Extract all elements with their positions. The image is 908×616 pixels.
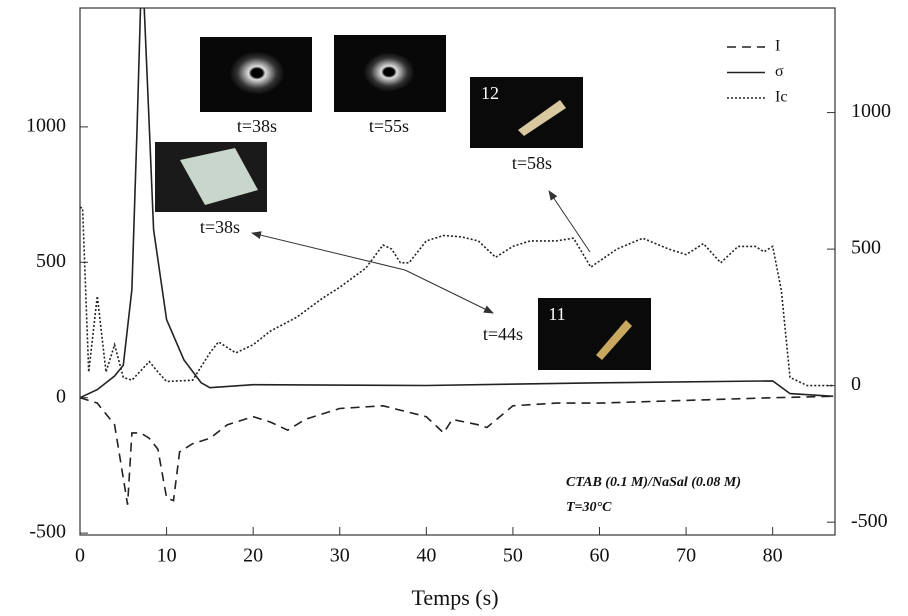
legend-label: Ic <box>775 89 787 106</box>
y2-tick-label: 500 <box>851 237 881 259</box>
annotation: t=38s <box>200 217 240 237</box>
annotation: 11 <box>548 304 565 324</box>
annotation: t=38s <box>237 116 277 136</box>
x-tick-label: 60 <box>589 545 609 567</box>
arrow <box>404 269 494 314</box>
y2-tick-label: 1000 <box>851 100 891 122</box>
inset-image <box>518 100 566 136</box>
annotation: T=30°C <box>566 500 612 515</box>
y-tick-label: 1000 <box>26 114 66 136</box>
x-tick-label: 10 <box>157 545 177 567</box>
inset-image <box>596 320 632 360</box>
annotation: CTAB (0.1 M)/NaSal (0.08 M) <box>566 475 741 490</box>
inset-image <box>538 298 651 370</box>
annotation: t=58s <box>512 153 552 173</box>
inset-image <box>470 77 583 148</box>
inset-image <box>229 51 285 95</box>
x-tick-label: 30 <box>330 545 350 567</box>
annotation: t=55s <box>369 116 409 136</box>
x-tick-label: 20 <box>243 545 263 567</box>
line-series <box>80 206 834 387</box>
plot-frame <box>79 7 836 536</box>
x-tick-label: 80 <box>763 545 783 567</box>
x-tick-label: 0 <box>75 545 85 567</box>
y-tick-label: -500 <box>29 521 66 543</box>
y-tick-label: 0 <box>56 385 66 407</box>
x-tick-label: 40 <box>416 545 436 567</box>
insets <box>155 35 651 370</box>
line-series <box>80 8 834 399</box>
legend-label: I <box>775 38 780 55</box>
x-tick-label: 50 <box>503 545 523 567</box>
arrow <box>251 231 406 271</box>
y2-tick-label: 0 <box>851 373 861 395</box>
annotation: 12 <box>481 83 499 103</box>
annotation: t=44s <box>483 324 523 344</box>
inset-image <box>363 52 415 92</box>
inset-image <box>180 148 258 205</box>
x-axis-label: Temps (s) <box>411 585 498 610</box>
x-tick-label: 70 <box>676 545 696 567</box>
legend-label: σ <box>775 63 784 80</box>
y-tick-label: 500 <box>36 250 66 272</box>
y2-tick-label: -500 <box>851 510 888 532</box>
arrow <box>548 190 591 253</box>
line-series <box>80 395 834 505</box>
